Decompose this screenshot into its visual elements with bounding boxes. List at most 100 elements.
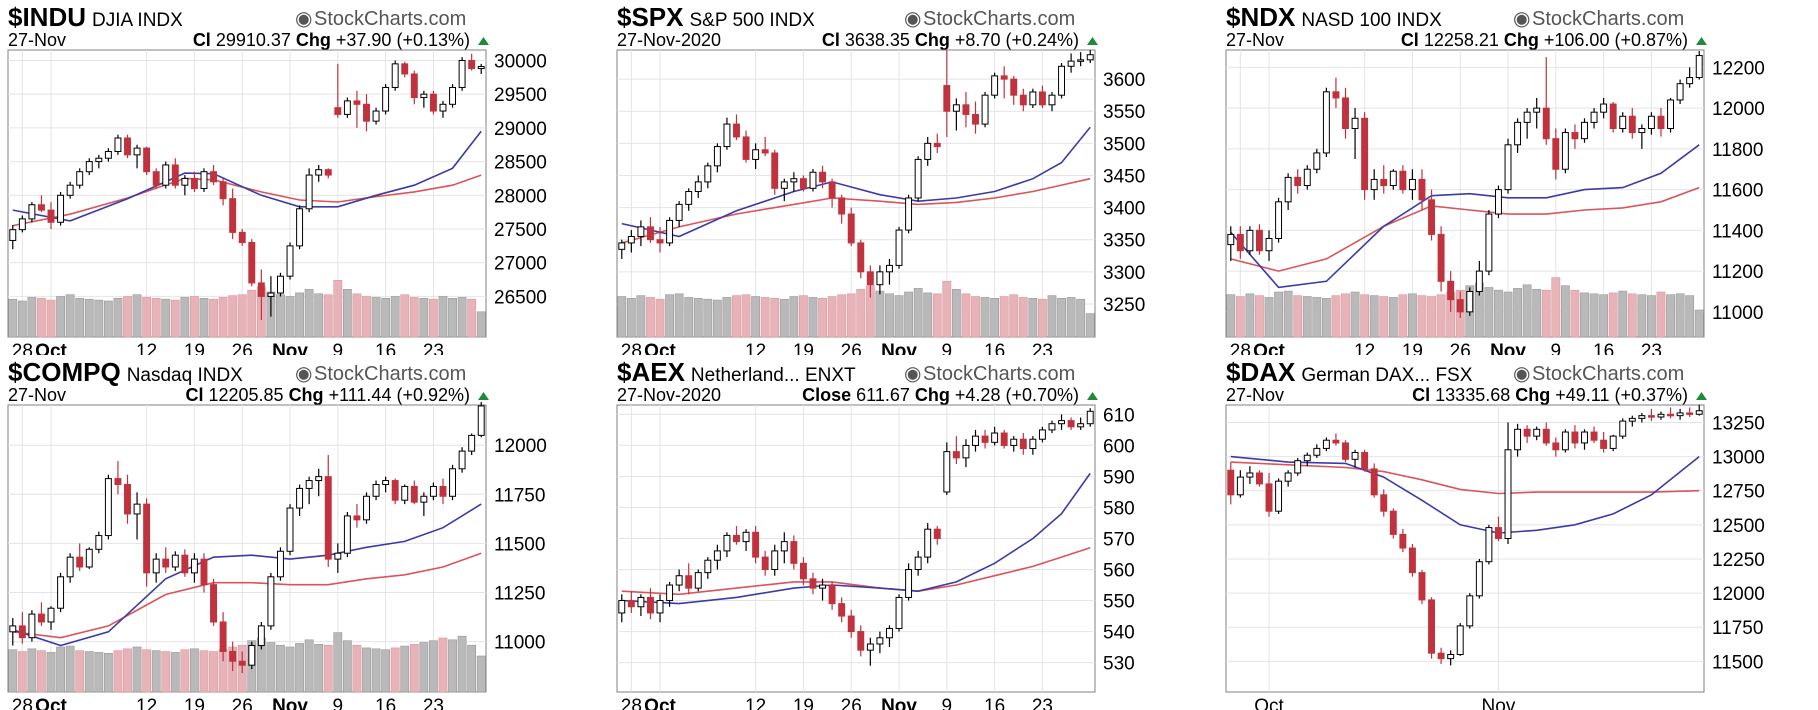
volume-bar [1417, 295, 1427, 338]
candle-body [1255, 229, 1263, 252]
volume-bar [103, 300, 113, 338]
candle-body [666, 584, 674, 602]
x-tick-label: Nov [272, 341, 308, 355]
volume-bar [875, 290, 885, 338]
volume-bar [1331, 295, 1341, 338]
candle-body [1294, 176, 1302, 187]
volume-bar [8, 298, 18, 338]
candle-body [1303, 454, 1311, 462]
candle-body [857, 631, 865, 651]
candle-body [1514, 121, 1522, 146]
candle-body [866, 271, 874, 286]
candle-body [1000, 432, 1008, 446]
candle-body [305, 174, 313, 210]
y-tick-label: 28500 [494, 153, 547, 174]
candle-body [229, 650, 237, 662]
chart-title: $NDX NASD 100 INDX [1226, 2, 1442, 32]
volume-bar [476, 655, 486, 693]
volume-bar [381, 297, 391, 338]
candle-body [171, 164, 179, 186]
candle-body [143, 503, 151, 574]
volume-bar [1350, 291, 1360, 338]
candle-body [1552, 442, 1560, 451]
volume-bar [655, 298, 665, 338]
candle-body [143, 147, 151, 173]
volume-bar [180, 649, 190, 693]
candle-body [1561, 431, 1569, 451]
watermark-text: StockCharts.com [923, 363, 1075, 385]
volume-bar [951, 288, 961, 338]
watermark-text: StockCharts.com [314, 363, 466, 385]
candle-body [248, 645, 256, 666]
candle-body [627, 235, 635, 244]
symbol: $COMPQ [8, 357, 121, 387]
volume-bar [1245, 293, 1255, 338]
volume-bar [1541, 289, 1551, 338]
candle-body [1019, 438, 1027, 450]
candle-body [857, 242, 865, 273]
candle-body [675, 203, 683, 221]
watermark-icon: ◉ [295, 363, 312, 385]
volume-bar [352, 293, 362, 338]
y-tick-label: 3300 [1103, 263, 1145, 284]
candle-body [162, 164, 170, 186]
price-summary: Close 611.67 Chg +4.28 (+0.70%) [802, 385, 1079, 405]
volume-bar [390, 296, 400, 338]
candle-body [627, 600, 635, 608]
volume-bar [151, 297, 161, 338]
candle-body [9, 229, 17, 241]
volume-bar [151, 650, 161, 693]
candle-body [1038, 91, 1046, 106]
volume-bar [237, 294, 247, 338]
candle-body [914, 158, 922, 199]
candle-body [1428, 199, 1436, 235]
candle-body [468, 434, 476, 452]
price-summary: Cl 12258.21 Chg +106.00 (+0.87%) [1401, 30, 1688, 50]
moving-average-slow-line [1230, 461, 1700, 495]
candle-body [981, 94, 989, 125]
candle-body [372, 483, 380, 497]
volume-bar [913, 288, 923, 338]
candle-body [618, 242, 626, 250]
chart-svg-aex: $AEX Netherland... ENXT ◉ StockCharts.com 27… [616, 357, 1135, 710]
candle-body [1284, 472, 1292, 482]
candle-body [315, 169, 323, 176]
candle-body [1067, 420, 1075, 428]
candle-body [1236, 233, 1244, 252]
candle-body [943, 451, 951, 493]
volume-bar [362, 296, 371, 338]
candle-body [248, 241, 256, 284]
x-tick-label: Nov [1482, 696, 1516, 710]
candle-body [1628, 417, 1636, 422]
candle-body [685, 575, 693, 589]
volume-bar [438, 637, 448, 693]
candle-body [162, 558, 170, 568]
candle-body [704, 559, 712, 574]
volume-bar [1551, 277, 1561, 338]
watermark-icon: ◉ [295, 8, 312, 30]
candle-body [1332, 91, 1340, 99]
x-tick-label: 12 [745, 341, 766, 355]
candle-body [637, 226, 645, 237]
candle-body [1265, 238, 1273, 252]
candle-body [656, 239, 664, 244]
candle-body [85, 548, 93, 568]
volume-bar [113, 297, 123, 338]
candle-body [1447, 280, 1455, 301]
volume-bar [885, 293, 894, 338]
y-tick-label: 590 [1103, 467, 1135, 488]
volume-bar [932, 293, 942, 338]
candle-body [114, 137, 122, 152]
y-tick-label: 12250 [1712, 550, 1765, 571]
candle-body [1523, 428, 1531, 437]
candle-body [1418, 178, 1426, 201]
candle-body [1590, 111, 1598, 123]
y-tick-label: 13250 [1712, 413, 1765, 434]
candle-body [47, 607, 55, 623]
candle-body [257, 625, 265, 647]
candle-body [210, 171, 218, 183]
volume-bar [457, 297, 467, 338]
candle-body [1542, 428, 1550, 444]
volume-bar [1427, 296, 1436, 338]
volume-bar [333, 632, 343, 693]
